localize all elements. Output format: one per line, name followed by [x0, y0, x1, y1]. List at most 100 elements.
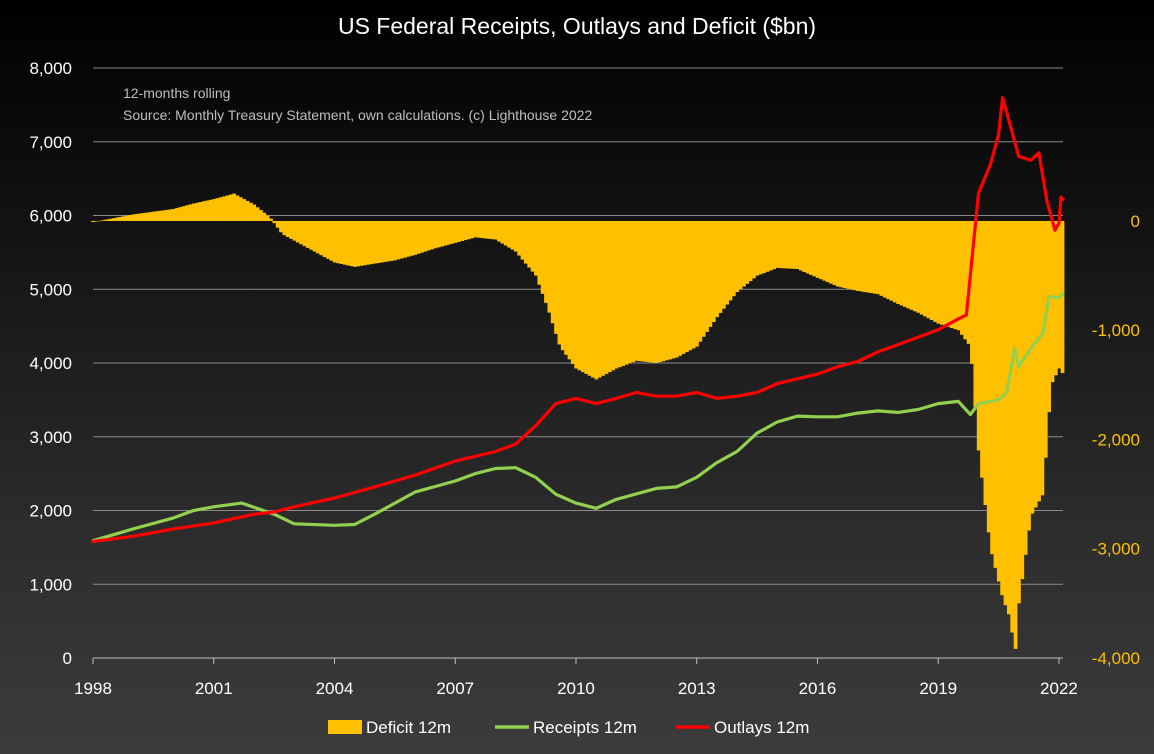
deficit-bar — [611, 220, 615, 371]
right-axis-ticks: -4,000 -3,000 -2,000 -1,000 0 — [1092, 212, 1140, 668]
deficit-bar — [829, 220, 833, 284]
deficit-bar — [430, 220, 434, 250]
deficit-bar — [490, 220, 495, 240]
legend: Deficit 12m Receipts 12m Outlays 12m — [328, 718, 809, 737]
deficit-bar — [758, 220, 763, 275]
deficit-bar — [242, 199, 247, 221]
deficit-bar — [285, 220, 290, 237]
deficit-bar — [111, 218, 116, 221]
deficit-bar — [406, 220, 411, 257]
deficit-bar — [114, 217, 119, 221]
deficit-bar — [886, 220, 890, 300]
left-tick-label: 2,000 — [29, 502, 72, 521]
deficit-bar — [822, 220, 827, 281]
deficit-bar — [617, 220, 622, 368]
deficit-bar — [711, 220, 716, 323]
deficit-bar — [564, 220, 568, 355]
deficit-bar — [527, 220, 532, 268]
deficit-bar — [269, 218, 273, 221]
deficit-bar — [185, 205, 189, 221]
deficit-bar — [144, 212, 149, 221]
deficit-bar — [601, 220, 605, 376]
deficit-bar — [765, 220, 770, 272]
deficit-bar — [731, 220, 736, 297]
x-tick-label: 2022 — [1040, 679, 1078, 698]
deficit-bar — [805, 220, 810, 274]
deficit-bar — [842, 220, 847, 288]
deficit-bar — [906, 220, 911, 309]
deficit-bar — [420, 220, 424, 253]
deficit-bar — [644, 220, 649, 362]
deficit-bar — [316, 220, 320, 254]
deficit-bar — [366, 220, 371, 265]
deficit-bar — [547, 220, 552, 313]
deficit-bar — [540, 220, 545, 294]
deficit-bar — [778, 220, 783, 269]
deficit-bar — [862, 220, 867, 292]
deficit-bar — [346, 220, 350, 266]
deficit-bar — [621, 220, 626, 366]
deficit-bar — [121, 216, 126, 221]
deficit-bar — [963, 220, 968, 340]
deficit-bar — [259, 210, 263, 221]
deficit-bar — [956, 220, 961, 331]
deficit-bar — [782, 220, 787, 269]
deficit-bar — [1027, 220, 1031, 531]
deficit-bar — [879, 220, 884, 296]
deficit-bar — [809, 220, 813, 275]
deficit-bar — [936, 220, 941, 324]
deficit-bar — [208, 199, 213, 221]
deficit-bar — [819, 220, 823, 280]
deficit-bar — [668, 220, 672, 360]
legend-label: Outlays 12m — [714, 718, 809, 737]
deficit-bar — [849, 220, 854, 290]
deficit-bar — [235, 195, 240, 221]
deficit-bar — [560, 220, 565, 351]
deficit-bar — [839, 220, 844, 288]
deficit-bar — [899, 220, 904, 306]
deficit-bar — [393, 220, 397, 261]
deficit-bar — [436, 220, 441, 248]
deficit-bar — [681, 220, 686, 354]
deficit-bar — [748, 220, 753, 282]
deficit-bar — [493, 220, 498, 240]
deficit-bar — [792, 220, 797, 269]
deficit-bar — [856, 220, 860, 291]
deficit-bar — [1033, 220, 1038, 508]
deficit-bar — [990, 220, 994, 555]
deficit-bar — [513, 220, 518, 252]
deficit-bar — [262, 212, 267, 221]
deficit-bar — [909, 220, 914, 310]
deficit-bar — [188, 204, 193, 221]
deficit-bar — [973, 220, 978, 408]
deficit-bar — [577, 220, 582, 371]
deficit-bar — [178, 207, 183, 221]
left-tick-label: 3,000 — [29, 428, 72, 447]
deficit-bar — [168, 209, 173, 221]
deficit-bar — [970, 220, 974, 364]
deficit-bar — [148, 212, 153, 221]
deficit-bar — [570, 220, 575, 364]
deficit-bar — [443, 220, 448, 246]
deficit-bar — [342, 220, 347, 265]
deficit-bar — [91, 220, 96, 223]
deficit-bar — [409, 220, 414, 256]
deficit-bar — [312, 220, 317, 252]
deficit-bar — [305, 220, 310, 248]
deficit-bar — [802, 220, 807, 272]
deficit-bar — [524, 220, 528, 264]
deficit-bar — [980, 220, 984, 478]
deficit-bar — [510, 220, 515, 250]
deficit-bar — [896, 220, 901, 304]
deficit-bar — [554, 220, 558, 334]
deficit-bar — [597, 220, 602, 378]
deficit-bar — [872, 220, 877, 294]
deficit-bar — [648, 220, 652, 363]
deficit-bar — [161, 210, 166, 221]
deficit-bar — [1037, 220, 1041, 502]
deficit-bar — [752, 220, 756, 279]
deficit-bar — [949, 220, 954, 329]
deficit-bar — [336, 220, 340, 264]
deficit-bar — [1003, 220, 1008, 606]
